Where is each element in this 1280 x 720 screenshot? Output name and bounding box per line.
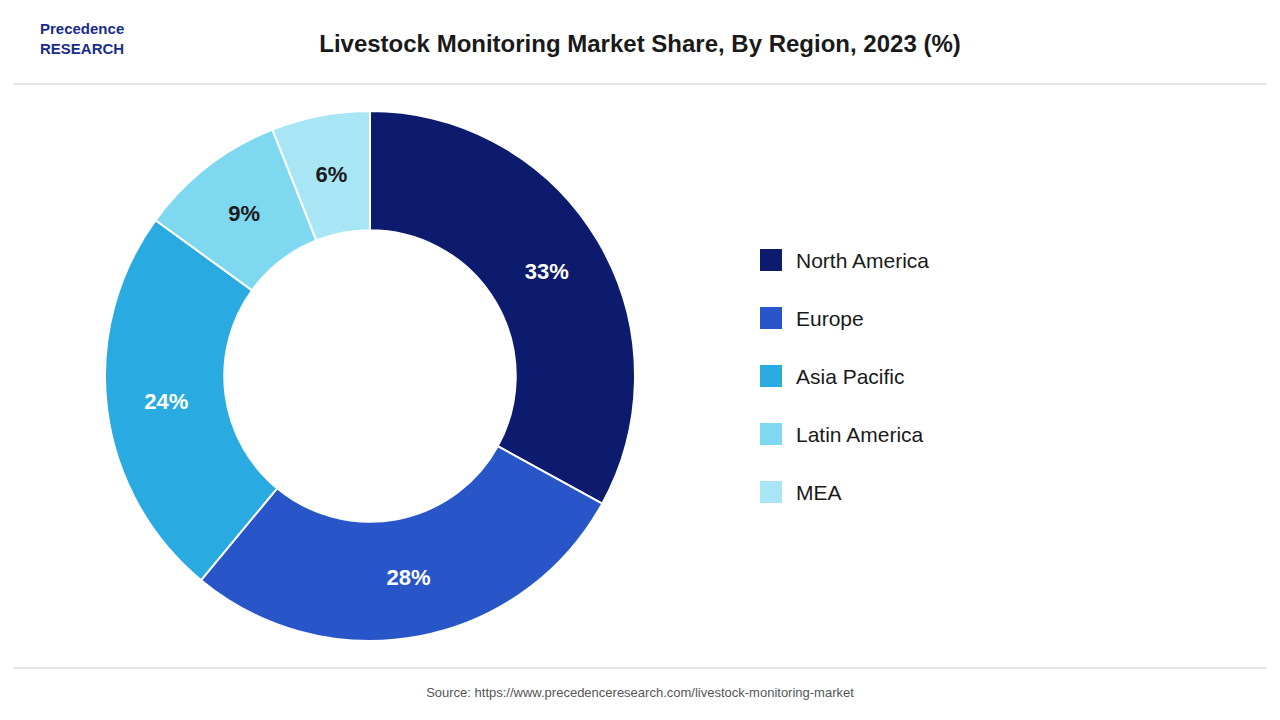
- data-label: 6%: [316, 162, 348, 187]
- data-label: 9%: [228, 201, 260, 226]
- data-label: 33%: [525, 259, 569, 284]
- legend-label: Asia Pacific: [796, 365, 905, 388]
- separator-bottom: [13, 667, 1267, 668]
- slices: [105, 111, 635, 641]
- separator-top: [13, 83, 1267, 84]
- data-label: 28%: [386, 565, 430, 590]
- legend-swatch: [760, 365, 782, 387]
- legend-swatch: [760, 423, 782, 445]
- chart-container: Precedence RESEARCH Livestock Monitoring M…: [0, 0, 1280, 720]
- title: Livestock Monitoring Market Share, By Re…: [319, 30, 960, 57]
- logo-line: Precedence: [40, 20, 124, 37]
- background: [0, 0, 1280, 720]
- legend-swatch: [760, 481, 782, 503]
- chart: Precedence RESEARCH Livestock Monitoring M…: [0, 0, 1280, 720]
- legend-swatch: [760, 249, 782, 271]
- data-labels: 33% 28% 24% 9% 6%: [144, 162, 569, 590]
- legend: North America Europe Asia Pacific Latin Ame…: [760, 249, 929, 504]
- legend-label: North America: [796, 249, 929, 272]
- slice: [370, 111, 635, 504]
- legend-label: Europe: [796, 307, 864, 330]
- legend-swatch: [760, 307, 782, 329]
- logo-text: Precedence RESEARCH: [40, 20, 124, 57]
- source-text: Source: https://www.precedenceresearch.c…: [426, 685, 854, 700]
- logo-line: RESEARCH: [40, 40, 124, 57]
- slice: [272, 111, 370, 240]
- data-label: 24%: [144, 389, 188, 414]
- legend-label: Latin America: [796, 423, 924, 446]
- legend-label: MEA: [796, 481, 842, 504]
